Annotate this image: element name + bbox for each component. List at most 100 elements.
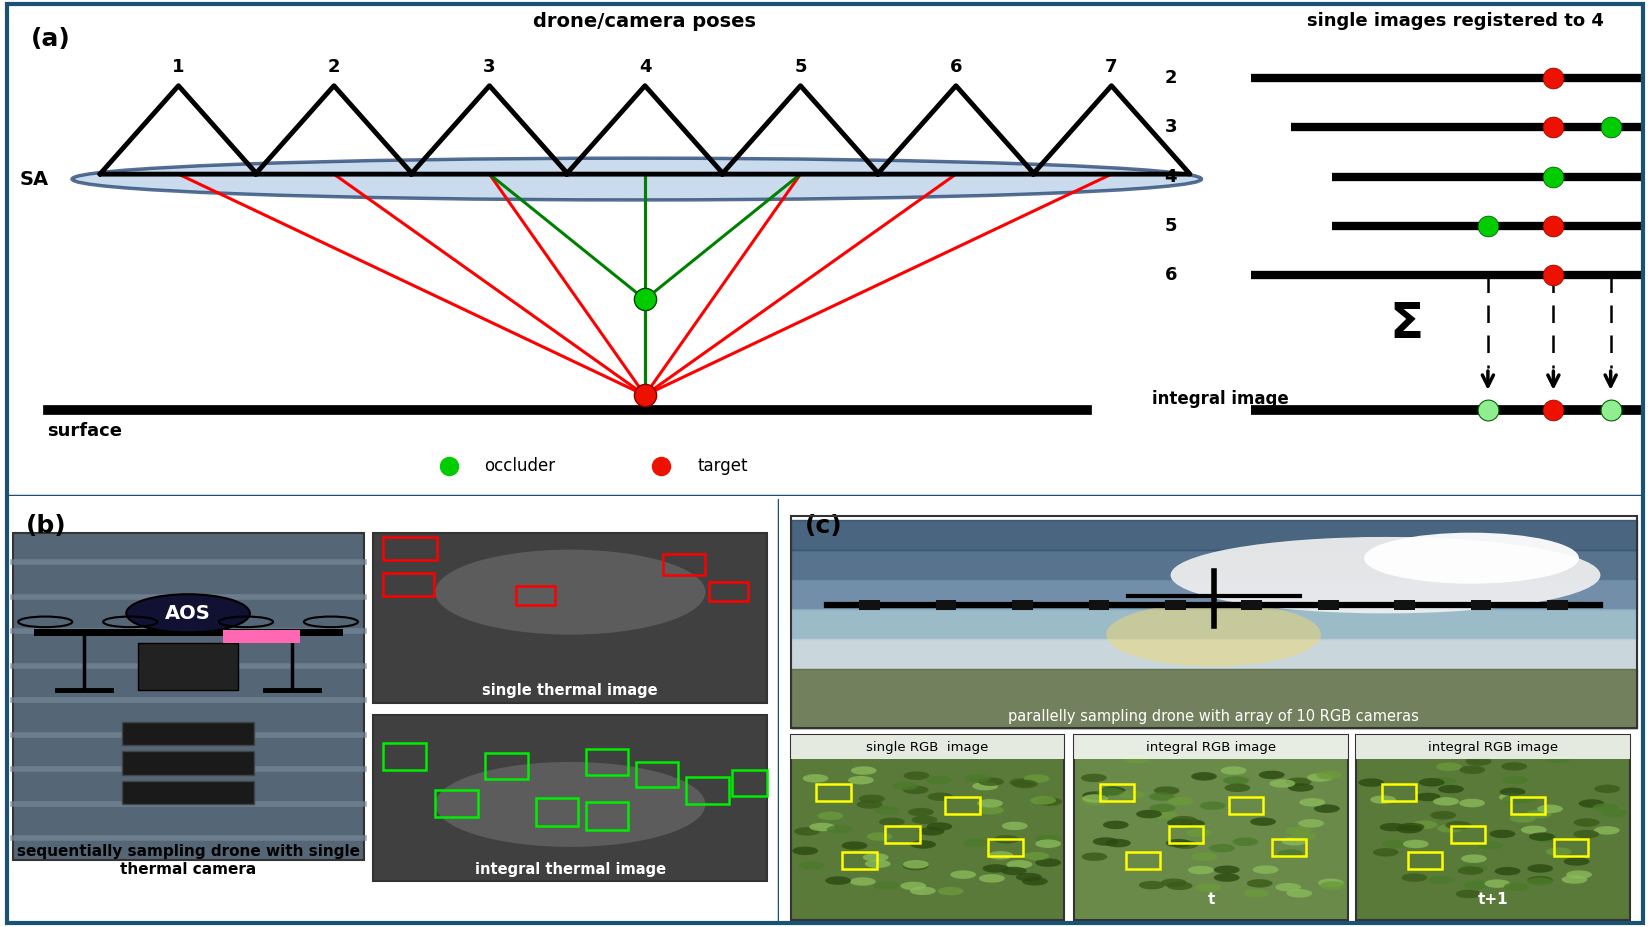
Text: Σ: Σ <box>1389 300 1424 348</box>
Bar <box>1554 839 1589 857</box>
Bar <box>842 852 876 869</box>
Bar <box>988 839 1023 857</box>
Ellipse shape <box>1490 830 1515 838</box>
Text: 3: 3 <box>1165 119 1176 136</box>
Ellipse shape <box>1320 882 1346 890</box>
Ellipse shape <box>1002 821 1028 831</box>
Ellipse shape <box>856 800 883 808</box>
Ellipse shape <box>1167 819 1193 827</box>
Ellipse shape <box>1167 882 1193 890</box>
Ellipse shape <box>1502 762 1528 770</box>
Ellipse shape <box>1097 788 1124 796</box>
Text: sequentially sampling drone with single
thermal camera: sequentially sampling drone with single … <box>16 844 360 877</box>
Ellipse shape <box>794 827 820 835</box>
Text: AOS: AOS <box>165 603 211 623</box>
Ellipse shape <box>792 846 818 855</box>
Ellipse shape <box>1436 762 1462 771</box>
Ellipse shape <box>1464 881 1490 889</box>
Ellipse shape <box>901 882 926 890</box>
Bar <box>436 790 477 818</box>
Ellipse shape <box>927 822 952 831</box>
Ellipse shape <box>911 840 936 849</box>
Bar <box>1229 797 1264 814</box>
Bar <box>1074 735 1348 758</box>
Ellipse shape <box>1566 870 1592 879</box>
Ellipse shape <box>1036 797 1063 806</box>
Ellipse shape <box>1528 864 1553 872</box>
Ellipse shape <box>73 159 1201 200</box>
Text: single RGB  image: single RGB image <box>866 741 988 754</box>
Ellipse shape <box>1002 867 1026 875</box>
FancyBboxPatch shape <box>373 533 767 703</box>
Ellipse shape <box>1186 829 1213 837</box>
Text: 6: 6 <box>950 57 962 76</box>
Ellipse shape <box>1465 757 1492 766</box>
Ellipse shape <box>1082 792 1109 800</box>
FancyBboxPatch shape <box>139 643 238 690</box>
Ellipse shape <box>904 771 929 780</box>
Ellipse shape <box>1035 858 1061 867</box>
Ellipse shape <box>1594 784 1620 794</box>
Ellipse shape <box>927 793 954 801</box>
Ellipse shape <box>1317 771 1341 780</box>
Ellipse shape <box>1434 797 1459 806</box>
Ellipse shape <box>1200 801 1226 810</box>
Ellipse shape <box>1289 783 1313 792</box>
Ellipse shape <box>1221 767 1246 775</box>
Ellipse shape <box>865 859 891 868</box>
Ellipse shape <box>1419 778 1445 786</box>
Bar <box>586 802 629 830</box>
Ellipse shape <box>1521 826 1546 834</box>
Ellipse shape <box>1459 766 1485 774</box>
Bar <box>536 798 578 826</box>
Ellipse shape <box>1365 533 1579 584</box>
Ellipse shape <box>1399 823 1424 832</box>
Ellipse shape <box>1170 537 1600 614</box>
Ellipse shape <box>848 776 874 784</box>
Ellipse shape <box>1594 826 1620 834</box>
Ellipse shape <box>810 823 835 832</box>
Ellipse shape <box>1370 795 1396 804</box>
Ellipse shape <box>1373 848 1399 857</box>
Bar <box>1101 784 1135 801</box>
Ellipse shape <box>1172 816 1196 824</box>
Ellipse shape <box>1233 837 1259 846</box>
Ellipse shape <box>972 781 998 791</box>
Ellipse shape <box>1275 883 1302 892</box>
Ellipse shape <box>1167 839 1191 847</box>
Ellipse shape <box>1445 821 1472 830</box>
Ellipse shape <box>1152 811 1178 819</box>
Ellipse shape <box>1503 883 1530 891</box>
Text: (c): (c) <box>805 514 843 538</box>
Ellipse shape <box>978 806 1003 815</box>
Text: integral image: integral image <box>1152 389 1289 408</box>
Text: SA: SA <box>20 170 50 188</box>
Ellipse shape <box>850 877 876 886</box>
FancyBboxPatch shape <box>790 735 1064 920</box>
Bar <box>1241 600 1262 610</box>
Ellipse shape <box>1092 837 1119 845</box>
Text: t: t <box>1208 892 1214 908</box>
Ellipse shape <box>1455 890 1482 898</box>
Ellipse shape <box>1510 814 1536 822</box>
Ellipse shape <box>1259 770 1285 779</box>
Ellipse shape <box>1106 603 1322 667</box>
FancyBboxPatch shape <box>373 716 767 881</box>
Bar <box>1511 797 1546 814</box>
Ellipse shape <box>1503 776 1528 784</box>
Text: 5: 5 <box>794 57 807 76</box>
Ellipse shape <box>1153 786 1180 794</box>
Text: single images registered to 4: single images registered to 4 <box>1307 12 1604 30</box>
Bar <box>383 537 437 560</box>
Bar <box>945 797 980 814</box>
Ellipse shape <box>802 774 828 782</box>
FancyBboxPatch shape <box>1356 735 1630 920</box>
Ellipse shape <box>1602 809 1627 818</box>
Ellipse shape <box>1437 824 1464 832</box>
Text: 7: 7 <box>1106 57 1117 76</box>
Ellipse shape <box>1544 755 1571 763</box>
Ellipse shape <box>1358 779 1384 787</box>
Bar <box>122 752 254 775</box>
Bar <box>817 784 851 801</box>
Ellipse shape <box>1502 795 1528 804</box>
